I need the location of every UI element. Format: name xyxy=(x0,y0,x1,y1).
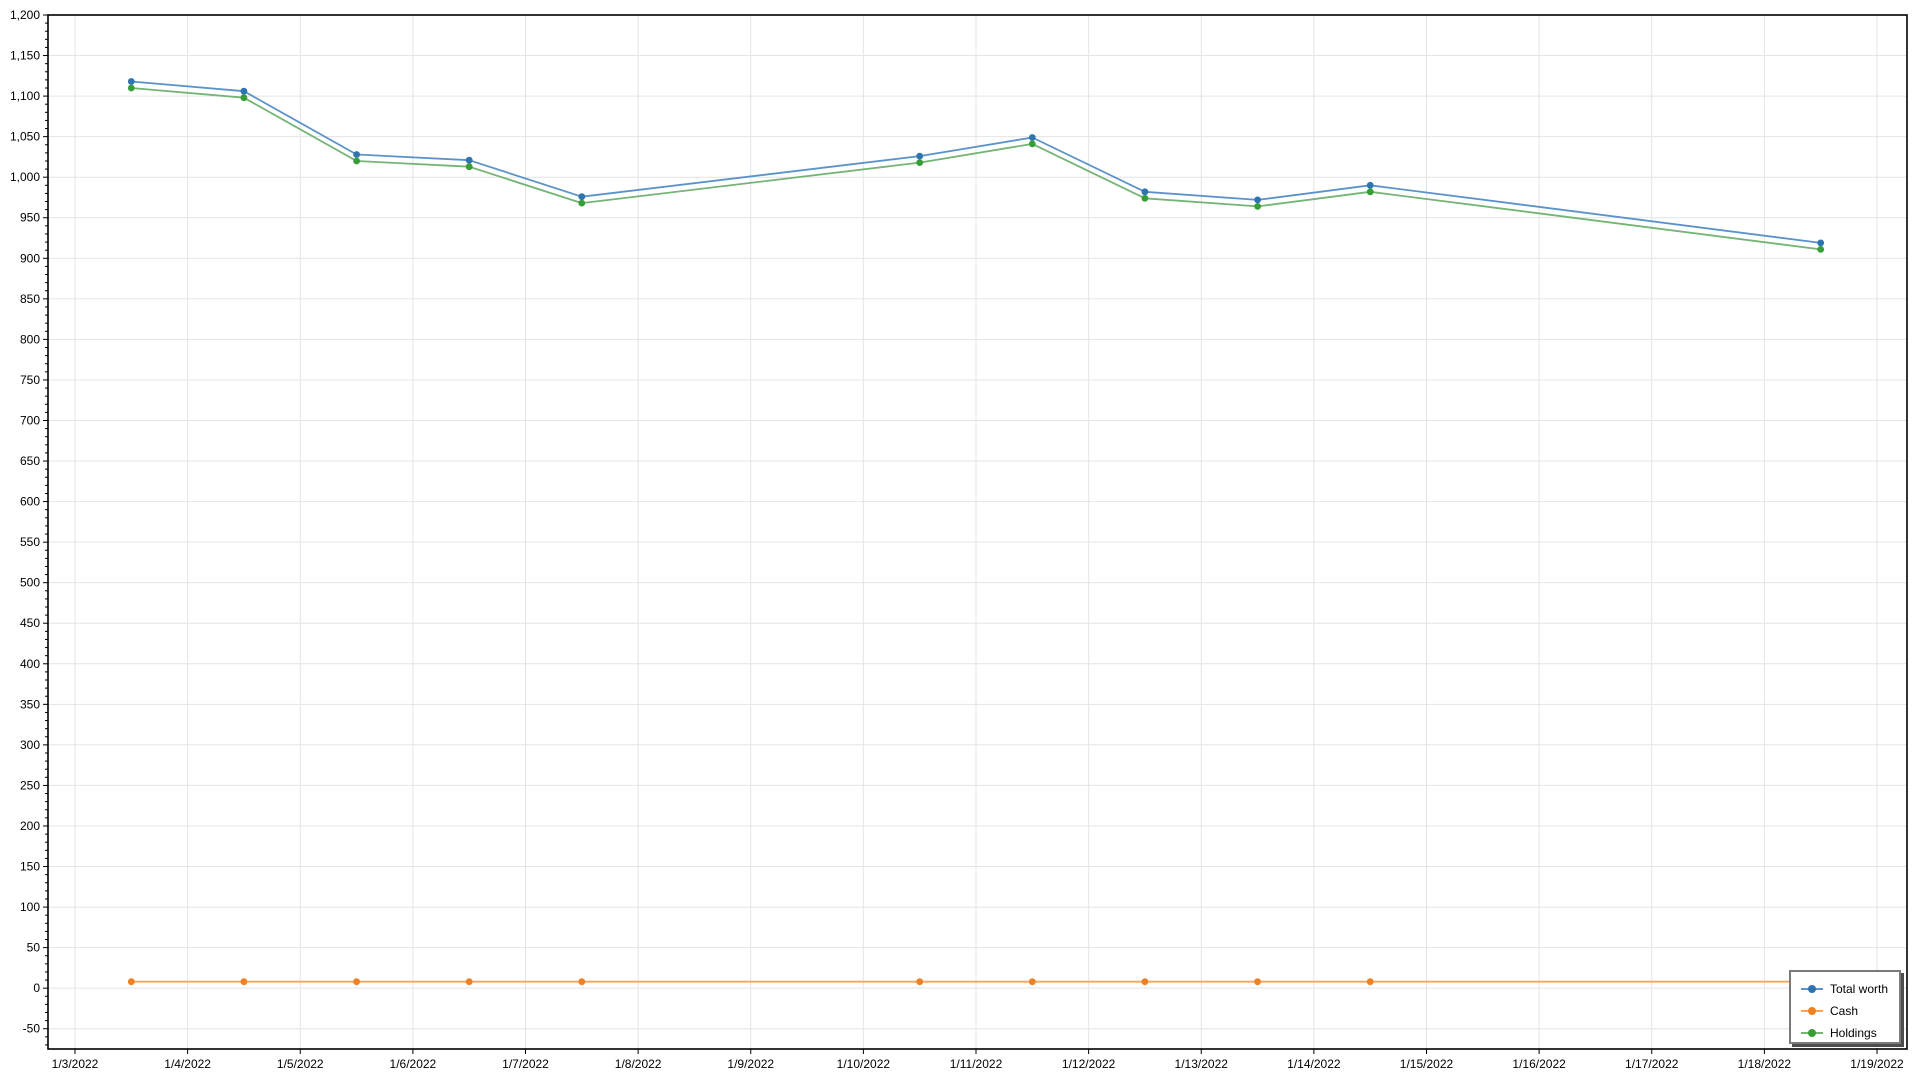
x-tick-label: 1/3/2022 xyxy=(52,1057,99,1071)
y-tick-label: 350 xyxy=(20,697,40,711)
y-tick-label: 400 xyxy=(20,657,40,671)
axis-ticks xyxy=(43,14,1878,1054)
legend-item-total-worth: Total worth xyxy=(1801,978,1899,1000)
legend-item-cash: Cash xyxy=(1801,1000,1899,1022)
y-tick-label: 0 xyxy=(33,981,40,995)
y-tick-label: -50 xyxy=(23,1022,41,1036)
y-tick-label: 250 xyxy=(20,778,40,792)
x-tick-label: 1/18/2022 xyxy=(1738,1057,1792,1071)
x-tick-label: 1/7/2022 xyxy=(502,1057,549,1071)
chart-legend: Total worth Cash Holdings xyxy=(1789,970,1901,1044)
series-holdings xyxy=(127,84,1825,253)
y-tick-label: 650 xyxy=(20,454,40,468)
plot-border xyxy=(47,14,1908,1050)
y-tick-label: 300 xyxy=(20,738,40,752)
x-tick-label: 1/11/2022 xyxy=(950,1057,1003,1071)
axis-labels: -50 0 50 100 150 200 250 300 350 400 450 500 550 600 6… xyxy=(10,8,1904,1071)
y-tick-label: 450 xyxy=(20,616,40,630)
y-tick-label: 750 xyxy=(20,373,40,387)
legend-label-holdings: Holdings xyxy=(1830,1026,1877,1040)
x-tick-label: 1/14/2022 xyxy=(1287,1057,1341,1071)
y-tick-label: 100 xyxy=(20,900,40,914)
y-tick-label: 600 xyxy=(20,495,40,509)
x-tick-label: 1/9/2022 xyxy=(727,1057,774,1071)
x-tick-label: 1/13/2022 xyxy=(1175,1057,1229,1071)
y-tick-label: 500 xyxy=(20,576,40,590)
x-tick-label: 1/8/2022 xyxy=(615,1057,662,1071)
x-tick-label: 1/5/2022 xyxy=(277,1057,324,1071)
legend-label-total-worth: Total worth xyxy=(1830,982,1889,996)
x-tick-label: 1/10/2022 xyxy=(837,1057,891,1071)
y-tick-label: 550 xyxy=(20,535,40,549)
y-tick-label: 150 xyxy=(20,860,40,874)
gridlines xyxy=(48,14,1907,1049)
legend-item-holdings: Holdings xyxy=(1801,1022,1899,1044)
y-tick-label: 900 xyxy=(20,251,40,265)
y-tick-label: 800 xyxy=(20,332,40,346)
y-tick-label: 1,000 xyxy=(10,170,40,184)
y-tick-label: 1,200 xyxy=(10,8,40,22)
y-tick-label: 200 xyxy=(20,819,40,833)
x-tick-label: 1/12/2022 xyxy=(1062,1057,1116,1071)
y-tick-label: 700 xyxy=(20,413,40,427)
y-tick-label: 950 xyxy=(20,211,40,225)
legend-label-cash: Cash xyxy=(1830,1004,1859,1018)
x-tick-label: 1/16/2022 xyxy=(1512,1057,1566,1071)
y-tick-label: 1,150 xyxy=(10,49,40,63)
x-tick-label: 1/17/2022 xyxy=(1625,1057,1679,1071)
y-tick-label: 850 xyxy=(20,292,40,306)
series-total-worth xyxy=(127,78,1825,247)
x-tick-label: 1/4/2022 xyxy=(164,1057,211,1071)
x-tick-label: 1/6/2022 xyxy=(390,1057,437,1071)
cash-series-marker-icon xyxy=(1801,1007,1823,1015)
y-tick-label: 1,050 xyxy=(10,130,40,144)
total-worth-series-marker-icon xyxy=(1801,985,1823,993)
y-tick-label: 50 xyxy=(27,941,41,955)
holdings-series-marker-icon xyxy=(1801,1029,1823,1037)
x-tick-label: 1/19/2022 xyxy=(1850,1057,1904,1071)
series-cash xyxy=(127,978,1825,986)
y-tick-label: 1,100 xyxy=(10,89,40,103)
x-tick-label: 1/15/2022 xyxy=(1400,1057,1454,1071)
